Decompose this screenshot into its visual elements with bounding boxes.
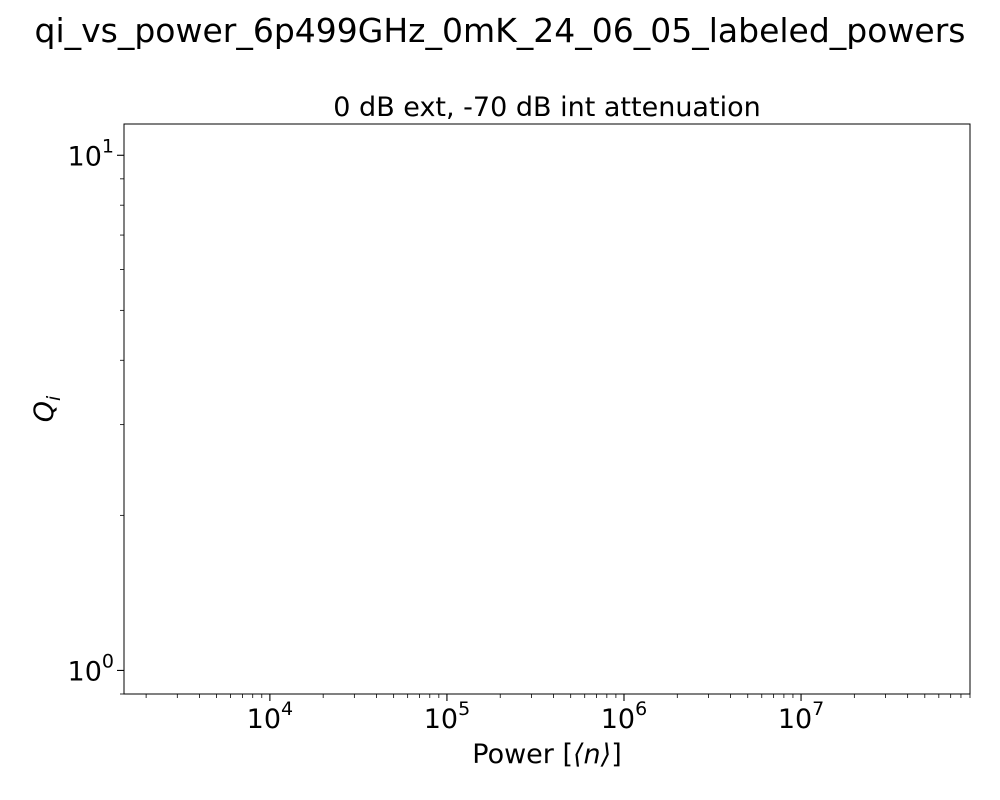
x-axis-label-prefix: Power [	[472, 739, 573, 770]
y-axis-label: Qi	[29, 395, 65, 422]
y-tick-label: 101	[68, 135, 114, 172]
x-axis-label-suffix: ]	[611, 739, 622, 770]
x-tick-label: 106	[601, 698, 647, 735]
x-tick-label: 107	[778, 698, 824, 735]
y-axis-ticks: 100 101	[68, 135, 124, 695]
x-axis-label-variable: ⟨n⟩	[573, 739, 611, 770]
y-tick-label: 100	[68, 650, 114, 687]
x-tick-label: 104	[247, 698, 293, 735]
chart-suptitle: qi_vs_power_6p499GHz_0mK_24_06_05_labele…	[35, 11, 966, 50]
y-axis-label-subscript: i	[43, 395, 65, 401]
plot-area	[123, 123, 971, 695]
y-axis-label-main: Q	[29, 401, 60, 422]
x-axis-ticks: 104 105 106 107	[145, 694, 971, 735]
x-axis-label: Power [⟨n⟩]	[472, 739, 621, 770]
chart-title: 0 dB ext, -70 dB int attenuation	[333, 92, 760, 123]
x-tick-label: 105	[424, 698, 470, 735]
